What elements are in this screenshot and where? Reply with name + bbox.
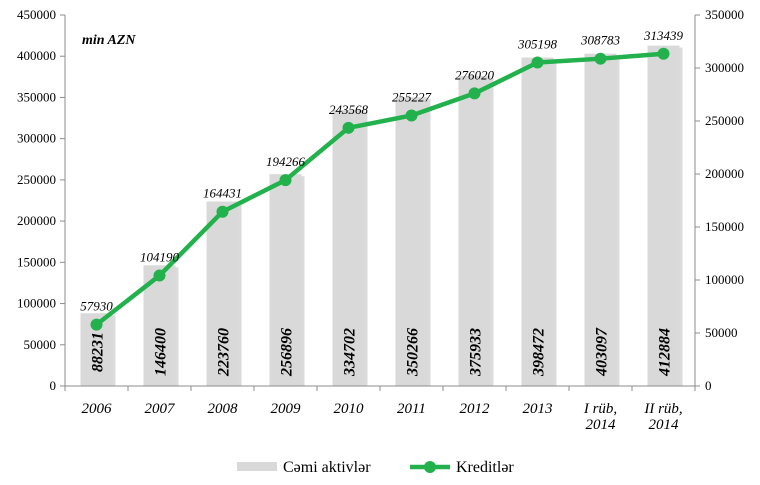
x-tick-label: 2011 (397, 401, 426, 417)
y-left-tick-label: 50000 (24, 337, 57, 352)
bar-value-label: 223760 (216, 328, 233, 377)
bar (458, 76, 491, 387)
line-point (279, 174, 292, 187)
x-tick-label: 2014 (649, 417, 680, 433)
bar-value-label: 256896 (279, 328, 296, 377)
y-left-tick-label: 350000 (17, 89, 56, 104)
plot-area: 0 50000 100000 150000 200000 250000 300000 3500… (17, 7, 744, 433)
bar-value-label: 403097 (594, 327, 611, 377)
bar-value-label: 398472 (531, 328, 548, 377)
x-tick-label: II rüb, (643, 401, 682, 417)
x-tick-label: 2008 (208, 401, 239, 417)
line-value-label: 164431 (203, 186, 242, 201)
legend-line-label: Kreditlər (456, 459, 514, 476)
line-value-label: 308783 (580, 33, 621, 48)
x-tick-label: I rüb, (583, 401, 617, 417)
line-point (657, 47, 670, 60)
line-kreditler (95, 51, 664, 327)
y-right-tick-label: 350000 (705, 7, 744, 22)
y-left-tick-label: 100000 (17, 296, 56, 311)
bar (332, 110, 365, 386)
x-tick-label: 2010 (334, 401, 365, 417)
y-left-tick-label: 400000 (17, 48, 56, 63)
x-tick-label: 2014 (586, 417, 617, 433)
line-point (531, 56, 544, 69)
bar (521, 57, 554, 387)
legend: Cəmi aktivlər Kreditlər (237, 459, 514, 476)
y-right-tick-label: 50000 (705, 325, 738, 340)
line-value-label: 104190 (140, 250, 180, 265)
line-value-label: 276020 (455, 67, 495, 82)
bar (647, 45, 680, 387)
y-left-tick-label: 300000 (17, 131, 56, 146)
bar-value-label: 88231 (90, 332, 107, 372)
bar-value-label: 412884 (657, 328, 674, 377)
y-left-tick-label: 0 (50, 378, 57, 393)
y-right-tick-label: 150000 (705, 219, 744, 234)
y-right-tick-label: 0 (705, 378, 712, 393)
y-right-tick-label: 250000 (705, 113, 744, 128)
bar (584, 53, 617, 387)
x-tick-label: 2009 (271, 401, 302, 417)
y-right-tick-label: 100000 (705, 272, 744, 287)
line-point (594, 52, 607, 65)
unit-label: min AZN (82, 33, 136, 48)
x-tick-label: 2012 (460, 401, 491, 417)
x-tick-label: 2006 (82, 401, 113, 417)
y-left-tick-label: 150000 (17, 254, 56, 269)
line-point (342, 121, 355, 134)
legend-line-marker (424, 461, 436, 473)
y-right-tick-label: 200000 (705, 166, 744, 181)
line-point (153, 269, 166, 282)
line-point (90, 318, 103, 331)
line-value-label: 255227 (392, 89, 432, 104)
y-left-tick-label: 250000 (17, 172, 56, 187)
line-value-label: 313439 (643, 28, 684, 43)
bar-value-label: 334702 (342, 328, 359, 377)
bar-value-label: 350266 (405, 328, 422, 377)
bar (269, 174, 302, 386)
bar-value-label: 146400 (153, 328, 170, 376)
line-value-label: 243568 (329, 102, 369, 117)
line-value-label: 305198 (517, 36, 558, 51)
line-point (468, 87, 481, 100)
line-value-label: 57930 (80, 299, 113, 314)
bar (206, 201, 239, 386)
bar (395, 97, 428, 386)
y-left-tick-label: 200000 (17, 213, 56, 228)
x-tick-label: 2007 (145, 401, 177, 417)
y-left-tick-label: 450000 (17, 7, 56, 22)
line-point (405, 109, 418, 122)
line-value-label: 194266 (266, 154, 306, 169)
bar-value-label: 375933 (468, 328, 485, 377)
legend-bar-swatch (237, 462, 277, 471)
y-right-tick-label: 300000 (705, 60, 744, 75)
line-point (216, 205, 229, 218)
legend-bar-label: Cəmi aktivlər (283, 459, 371, 476)
x-tick-label: 2013 (523, 401, 553, 417)
